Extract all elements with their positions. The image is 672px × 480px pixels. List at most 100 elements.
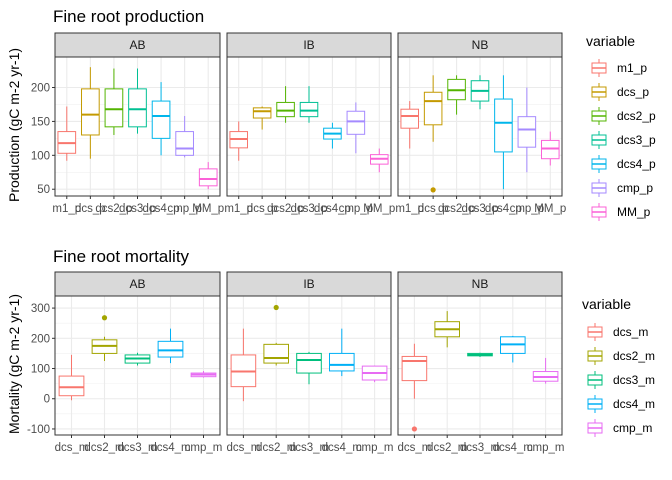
x-tick-label: m1_p [395,203,424,215]
x-tick-label: cmp_m [356,442,394,454]
box-dcs4_m [500,335,526,363]
legend-label: dcs_m [613,325,648,339]
x-tick-label: dcs2_p [267,203,304,215]
legend-label: dcs4_m [613,397,655,411]
box-iqr [423,91,443,126]
box-dcs_p [423,75,443,193]
box-MM_p [541,131,560,166]
x-tick-label: cmp_m [185,442,223,454]
box-dcs2_m [434,311,460,348]
legend-title: variable [586,33,635,49]
box-iqr [296,352,322,374]
x-tick-label: m1_p [224,203,253,215]
legend-item: dcs4_p [589,154,656,174]
box-iqr [175,131,194,156]
panel-AB: AB -100 0 100 200 300 dcs_mdcs2_mdcs3_mdcs4_mc… [27,271,223,454]
box-dcs2_p [276,86,295,123]
chart-title: Fine root production [53,7,204,26]
box-iqr [276,101,295,118]
x-tick-label: MM_p [363,203,395,215]
facet-strip-label: AB [129,38,145,52]
y-tick-label: -100 [27,424,50,436]
box-iqr [81,88,100,136]
legend-label: cmp_p [617,181,653,195]
x-tick-label: dcs2_p [438,203,475,215]
x-tick-label: dcs_m [55,442,89,454]
x-tick-label: cmp_m [527,442,565,454]
legend-title: variable [582,296,631,312]
box-dcs3_p [470,75,490,110]
x-tick-label: dcs_p [418,203,449,215]
box-iqr [252,107,272,119]
legend-label: dcs2_p [617,109,656,123]
x-tick-label: dcs4_m [322,442,362,454]
x-tick-label: dcs3_p [461,203,498,215]
x-tick-label: dcs3_p [290,203,327,215]
chart-mortality: Fine root mortality Mortality (gC m-2 yr-… [6,247,655,454]
box-dcs_p [81,67,100,159]
x-tick-label: dcs_m [397,442,431,454]
chart-title: Fine root mortality [53,247,190,266]
box-dcs2_m [263,304,289,366]
box-dcs3_m [124,352,151,366]
y-tick-label: 0 [44,394,50,406]
legend-item: MM_p [589,202,651,222]
box-cmp_p [346,102,366,154]
panel-AB: AB 50 100 150 200 m1_pdcs_pdcs2_pdcs3_pdcs4_p… [31,32,224,215]
y-tick-label: 150 [31,116,50,128]
legend-label: dcs_p [617,85,649,99]
legend-item: dcs2_m [585,346,655,366]
box-dcs2_p [447,75,466,115]
legend-label: dcs2_m [613,349,655,363]
y-tick-label: 100 [31,150,50,162]
x-tick-label: dcs3_m [117,442,157,454]
outlier-point [430,187,436,193]
facet-strip-label: IB [303,277,314,291]
box-dcs2_m [91,315,118,361]
box-iqr [58,375,85,397]
legend: variable m1_p dcs_p dcs2_p dcs3_p dcs4_p cmp_p… [586,33,656,222]
facet-strip [397,271,563,297]
x-tick-label: dcs2_p [95,203,132,215]
box-iqr [151,100,171,139]
x-tick-label: cmp_p [510,203,545,215]
legend-item: dcs4_m [585,394,655,414]
box-dcs4_m [329,328,355,377]
box-dcs4_p [494,75,513,190]
y-tick-label: 50 [37,184,50,196]
facet-strip [226,32,392,58]
facet-strip [54,32,221,58]
box-m1_p [229,121,249,161]
x-tick-label: dcs4_m [150,442,190,454]
x-tick-label: dcs4_p [143,203,180,215]
box-iqr [346,110,366,135]
box-cmp_p [517,87,537,173]
box-cmp_m [532,357,559,384]
box-MM_p [370,148,389,173]
x-tick-label: MM_p [534,203,566,215]
box-iqr [517,116,537,148]
box-dcs_m [401,343,428,432]
legend-label: dcs3_m [613,373,655,387]
x-tick-label: dcs3_m [460,442,500,454]
box-dcs_p [252,106,272,130]
facet-strip-label: AB [129,277,145,291]
box-dcs4_p [323,122,342,149]
facet-strip-label: IB [303,38,314,52]
box-cmp_p [175,115,194,158]
x-tick-label: dcs2_m [256,442,296,454]
box-dcs3_m [296,351,322,385]
y-tick-label: 200 [31,333,50,345]
x-tick-label: dcs3_p [119,203,156,215]
outlier-point [101,315,108,321]
box-dcs3_p [128,68,147,134]
legend-item: dcs3_p [589,130,656,150]
legend-item: cmp_m [585,418,652,438]
x-tick-label: m1_p [52,203,81,215]
legend-item: cmp_p [589,178,653,198]
box-cmp_m [361,365,388,383]
box-dcs4_m [157,328,184,364]
